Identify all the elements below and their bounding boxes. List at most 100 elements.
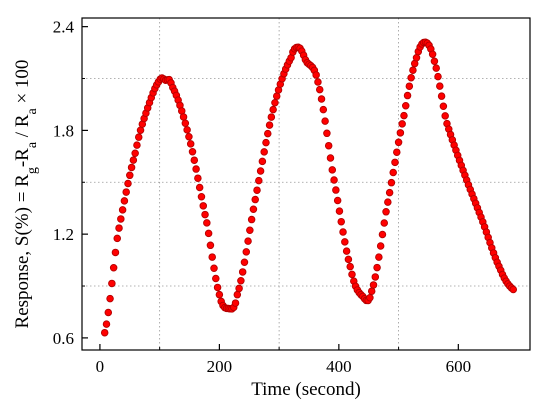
data-point <box>129 156 138 164</box>
data-point <box>192 165 200 173</box>
y-axis-label: Response, S(%) = Rg-Ra / Ra × 100 <box>12 60 40 329</box>
data-point <box>375 253 383 261</box>
data-point <box>315 85 324 94</box>
data-point <box>255 176 263 185</box>
data-point <box>339 228 347 236</box>
data-point <box>190 156 199 164</box>
data-point <box>201 210 209 219</box>
data-point <box>106 294 114 303</box>
data-point <box>405 82 414 90</box>
data-point <box>389 168 397 177</box>
data-point <box>133 141 141 149</box>
data-point <box>264 129 272 138</box>
data-point <box>323 129 331 138</box>
data-point <box>208 253 216 261</box>
data-point <box>437 92 446 100</box>
data-point <box>337 217 345 226</box>
data-point <box>246 226 254 235</box>
data-point <box>265 121 274 129</box>
data-point <box>321 117 329 125</box>
data-point <box>428 50 437 58</box>
data-point <box>396 129 405 137</box>
data-point <box>366 294 374 302</box>
data-point <box>199 202 208 210</box>
y-tick-label: 0.6 <box>53 329 74 348</box>
data-point <box>251 195 259 204</box>
data-point <box>210 264 218 273</box>
data-point <box>324 141 333 150</box>
data-point <box>260 148 268 156</box>
data-point <box>104 308 113 317</box>
data-point <box>407 73 415 82</box>
data-point <box>382 208 390 216</box>
data-point <box>203 219 211 227</box>
data-point <box>195 183 204 192</box>
data-point <box>188 147 197 156</box>
data-point <box>400 111 408 120</box>
data-point <box>185 132 193 141</box>
data-point <box>235 284 243 293</box>
data-point <box>398 120 406 128</box>
data-point <box>430 57 439 65</box>
data-point <box>402 102 410 110</box>
data-point <box>111 248 120 257</box>
data-point <box>126 171 134 180</box>
data-point <box>330 176 338 184</box>
data-point <box>317 95 326 103</box>
data-point <box>326 154 335 162</box>
data-points <box>100 38 518 337</box>
data-point <box>197 192 206 201</box>
data-point <box>117 215 125 223</box>
data-point <box>439 102 448 111</box>
data-point <box>367 287 376 295</box>
data-point <box>346 262 354 271</box>
y-tick-label: 1.2 <box>53 225 74 244</box>
y-tick-label: 1.8 <box>53 121 74 140</box>
data-point <box>134 133 143 141</box>
data-point <box>319 105 328 114</box>
x-tick-label: 0 <box>96 357 105 376</box>
data-point <box>136 126 145 134</box>
data-point <box>102 320 111 328</box>
data-point <box>332 186 340 194</box>
data-point <box>131 149 139 158</box>
data-point <box>127 163 136 172</box>
data-point <box>272 92 281 100</box>
data-point <box>344 255 353 264</box>
data-point <box>328 166 337 174</box>
data-point <box>371 273 380 281</box>
data-point <box>376 242 385 250</box>
data-point <box>118 206 127 214</box>
data-point <box>509 285 518 294</box>
data-point <box>213 283 222 292</box>
data-point <box>269 105 277 114</box>
data-point <box>194 174 202 182</box>
data-point <box>115 224 123 232</box>
data-point <box>212 274 220 283</box>
data-point <box>378 230 387 239</box>
data-point <box>341 238 349 246</box>
data-point <box>186 140 195 148</box>
data-point <box>244 237 252 245</box>
data-point <box>373 263 381 272</box>
data-point <box>113 234 121 243</box>
data-point <box>432 64 440 72</box>
x-tick-label: 200 <box>207 357 233 376</box>
data-point <box>312 71 320 79</box>
data-point <box>231 299 240 307</box>
data-point <box>122 188 130 196</box>
data-point <box>238 268 247 276</box>
data-point <box>384 198 392 206</box>
data-point <box>181 119 190 128</box>
data-point <box>108 279 116 288</box>
data-point <box>215 290 224 299</box>
data-point <box>179 113 188 121</box>
data-point <box>394 138 403 147</box>
data-point <box>385 188 394 197</box>
data-point <box>256 167 265 175</box>
data-point <box>233 290 242 299</box>
data-point <box>412 54 421 62</box>
data-point <box>247 215 256 224</box>
data-point <box>441 112 449 120</box>
